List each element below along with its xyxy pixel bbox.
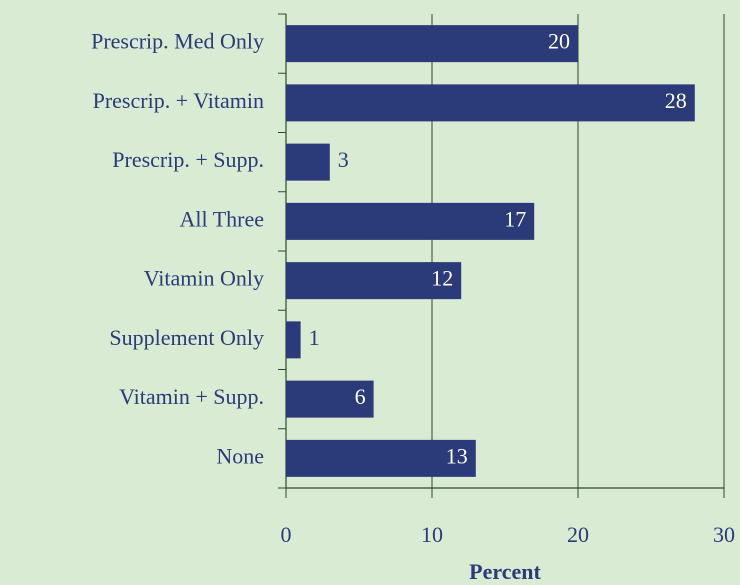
bar [286,439,476,477]
bar [286,25,578,63]
y-tick-label: None [216,443,264,468]
y-tick-label: Vitamin Only [144,266,264,291]
x-axis-title: Percent [469,559,541,584]
bar [286,202,535,240]
y-tick-label: Vitamin + Supp. [119,384,264,409]
value-label: 3 [338,147,349,172]
bar [286,321,301,359]
value-label: 6 [355,384,366,409]
value-label: 28 [665,88,687,113]
x-tick-label: 10 [421,522,443,547]
y-tick-label: Prescrip. + Vitamin [93,88,264,113]
bar [286,143,330,181]
y-tick-label: Supplement Only [109,325,264,350]
bar [286,262,462,300]
value-label: 20 [548,29,570,54]
bar [286,84,695,122]
bar [286,380,374,418]
y-tick-label: Prescrip. + Supp. [112,147,264,172]
x-tick-label: 20 [567,522,589,547]
value-label: 1 [309,325,320,350]
value-label: 12 [431,266,453,291]
y-tick-label: Prescrip. Med Only [91,29,264,54]
y-tick-label: All Three [179,206,264,231]
value-label: 13 [446,443,468,468]
x-tick-label: 0 [281,522,292,547]
value-label: 17 [504,206,526,231]
x-tick-label: 30 [713,522,735,547]
